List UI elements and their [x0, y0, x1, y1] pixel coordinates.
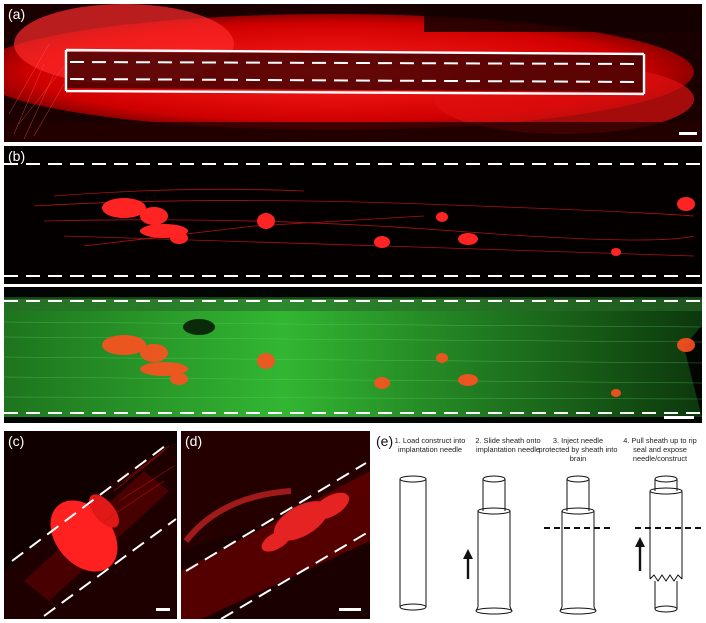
- panel-c-label: (c): [8, 433, 25, 449]
- step-2-sheath: [475, 475, 513, 615]
- panel-e: (e) 1. Load construct into implantation …: [372, 431, 704, 621]
- panel-c: (c): [4, 431, 177, 619]
- panel-d: (d): [181, 431, 370, 619]
- panel-a: (a): [4, 4, 702, 142]
- panel-b-red: (b): [4, 146, 702, 284]
- step-2-caption: 2. Slide sheath onto implantation needle: [475, 436, 541, 454]
- panel-a-image: [4, 4, 702, 142]
- step-1-needle: [399, 475, 427, 611]
- panel-d-label: (d): [185, 433, 203, 449]
- panel-b-red-image: [4, 146, 702, 284]
- step-3-caption: 3. Inject needle protected by sheath int…: [538, 436, 618, 463]
- panel-a-label: (a): [8, 6, 26, 22]
- step-3-injection: [559, 475, 597, 615]
- panel-c-image: [4, 431, 177, 619]
- panel-b-merged-image: [4, 287, 702, 423]
- implantation-schematic: [399, 475, 702, 615]
- panel-b-label: (b): [8, 148, 26, 164]
- step-1-caption: 1. Load construct into implantation need…: [394, 436, 466, 454]
- step-4-caption: 4. Pull sheath up to rip seal and expose…: [623, 436, 697, 463]
- panel-d-image: [181, 431, 370, 619]
- step-4-exposed-needle: [649, 475, 683, 613]
- panel-b-merged: [4, 287, 702, 423]
- panel-e-label: (e): [376, 433, 394, 449]
